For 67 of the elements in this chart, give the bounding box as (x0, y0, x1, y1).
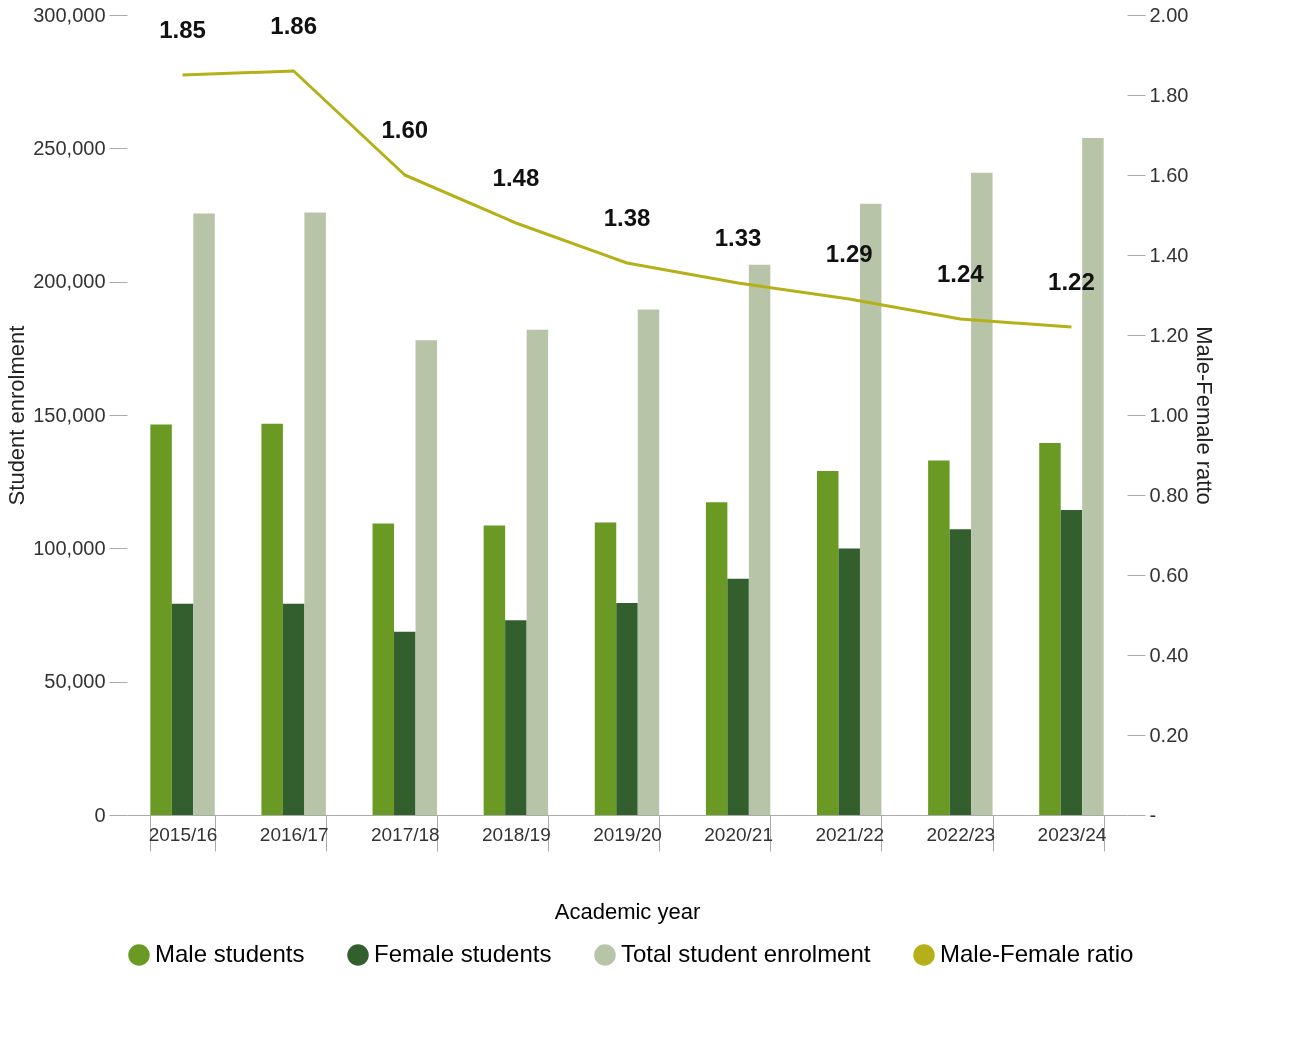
y2-tick-label: 0.80 (1149, 483, 1189, 506)
y2-tick-label: 0.60 (1149, 563, 1189, 586)
bar (727, 578, 749, 815)
y2-tick-label: 0.40 (1149, 643, 1189, 666)
bar (526, 329, 549, 815)
y-tick-label: 300,000 (33, 3, 106, 26)
bar (282, 603, 305, 815)
data-label: 1.22 (1048, 268, 1095, 295)
bar (483, 525, 506, 815)
bar (171, 603, 194, 815)
x-tick-label: 2020/21 (704, 823, 773, 845)
bar (505, 620, 527, 815)
y-tick-label: 250,000 (33, 136, 106, 159)
bar (372, 523, 395, 815)
x-axis-title: Academic year (554, 899, 701, 924)
legend-label: Male-Female ratio (940, 940, 1134, 967)
legend-label: Total student enrolment (621, 940, 871, 967)
bar (1039, 443, 1061, 815)
data-label: 1.86 (270, 12, 318, 39)
bar (304, 212, 326, 815)
data-label: 1.33 (714, 224, 762, 251)
x-tick-label: 2019/20 (593, 823, 662, 845)
bar (415, 340, 437, 815)
x-tick-label: 2018/19 (482, 823, 551, 845)
bar (748, 264, 771, 815)
bar (817, 471, 839, 815)
bar (705, 502, 728, 815)
bar (928, 460, 950, 815)
y-tick-label: 100,000 (33, 536, 106, 559)
y2-tick-label: 1.80 (1149, 83, 1189, 106)
bar (394, 631, 416, 815)
x-tick-label: 2021/22 (815, 823, 885, 845)
bar (261, 423, 283, 815)
bar (1060, 509, 1083, 815)
x-tick-label: 2016/17 (259, 823, 329, 845)
y2-tick-label: 2.00 (1149, 3, 1189, 26)
y2-axis-title: Male-Female ratto (1192, 326, 1218, 505)
y-tick-label: 200,000 (33, 270, 106, 293)
bar (616, 603, 638, 815)
y2-tick-label: 1.40 (1149, 243, 1189, 266)
bar (637, 309, 660, 815)
data-label: 1.48 (492, 164, 540, 191)
data-label: 1.38 (603, 204, 651, 231)
y2-tick-label: 1.20 (1149, 323, 1189, 346)
data-label: 1.24 (936, 260, 985, 287)
bar (838, 548, 860, 815)
bar (150, 424, 172, 815)
x-tick-label: 2023/24 (1037, 823, 1107, 845)
y-tick-label: 150,000 (33, 403, 106, 426)
y2-tick-label: 1.60 (1149, 163, 1189, 186)
bar (193, 213, 215, 815)
y2-tick-label: - (1149, 803, 1157, 826)
y-tick-label: 0 (94, 803, 106, 826)
bar (949, 529, 972, 815)
legend-label: Female students (374, 940, 552, 967)
y-axis-title: Student enrolment (4, 325, 30, 506)
y-tick-label: 50,000 (44, 670, 106, 693)
legend-label: Male students (155, 940, 305, 967)
bar (594, 522, 617, 815)
data-label: 1.60 (381, 116, 429, 143)
y2-tick-label: 0.20 (1149, 723, 1189, 746)
x-tick-label: 2015/16 (148, 823, 218, 845)
data-label: 1.29 (825, 240, 873, 267)
data-label: 1.85 (159, 16, 206, 43)
y2-tick-label: 1.00 (1149, 403, 1189, 426)
x-tick-label: 2022/23 (926, 823, 996, 845)
x-tick-label: 2017/18 (370, 823, 440, 845)
